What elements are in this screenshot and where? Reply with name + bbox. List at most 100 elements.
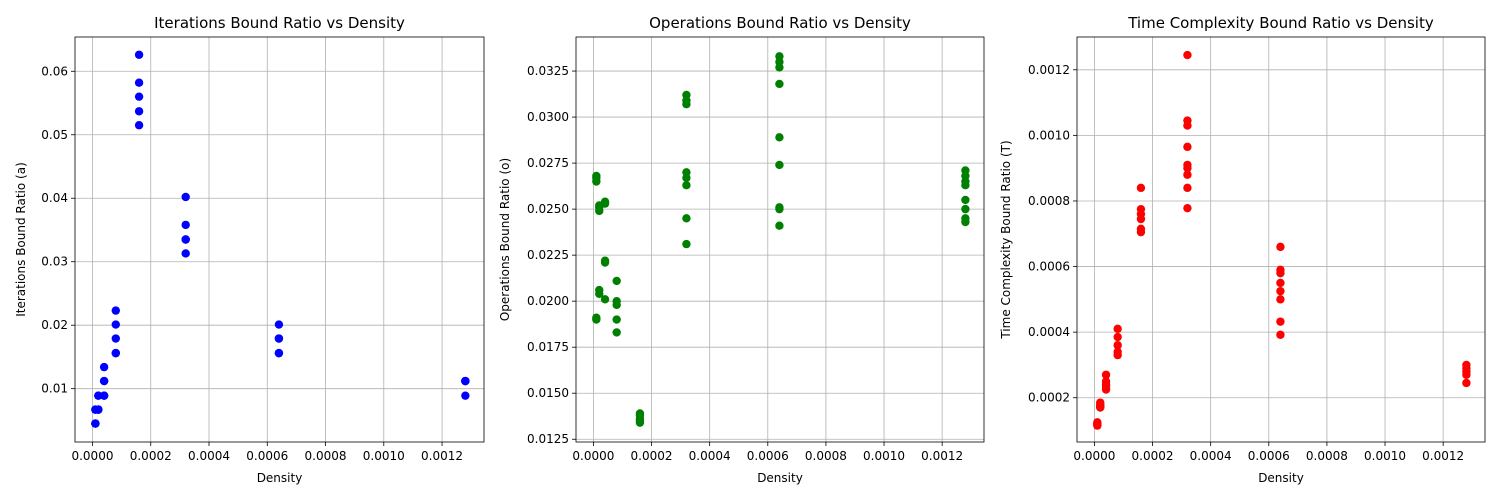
data-point: [94, 391, 103, 400]
data-point: [181, 249, 190, 258]
data-point: [1462, 360, 1471, 370]
chart-title: Operations Bound Ratio vs Density: [649, 14, 911, 32]
data-point: [612, 276, 621, 286]
axes-frame: [74, 36, 485, 443]
data-point: [99, 376, 109, 386]
x-axis-label: Density: [1258, 471, 1304, 485]
data-point: [595, 285, 604, 295]
data-point: [1113, 347, 1122, 357]
data-point: [961, 204, 970, 214]
x-tick-label: 0.0004: [1190, 449, 1232, 463]
y-tick-label: 0.0325: [527, 64, 569, 78]
data-point: [775, 52, 784, 61]
data-point: [592, 313, 601, 322]
y-tick-label: 0.03: [41, 255, 68, 269]
data-point: [775, 203, 784, 212]
y-tick-label: 0.05: [41, 128, 68, 142]
subplot-1: 0.0000 0.0002 0.0004 0.0006 0.0008 0.0010 0.00…: [14, 14, 485, 485]
y-tick-label: 0.04: [41, 191, 68, 205]
x-tick-label: 0.0000: [572, 449, 614, 463]
data-point: [961, 195, 970, 205]
data-point: [600, 197, 610, 206]
data-point: [775, 221, 784, 230]
data-point: [111, 306, 120, 315]
data-point: [1113, 341, 1122, 350]
x-tick-label: 0.0006: [246, 449, 288, 463]
data-point: [134, 121, 144, 130]
data-point: [94, 405, 103, 414]
y-axis-label: Iterations Bound Ratio (a): [14, 162, 28, 317]
x-tick-label: 0.0010: [863, 449, 905, 463]
data-point: [91, 419, 100, 428]
y-tick-label: 0.06: [41, 64, 68, 78]
y-tick-label: 0.0300: [527, 110, 569, 124]
data-point: [775, 160, 784, 170]
x-tick-label: 0.0010: [1364, 449, 1406, 463]
x-tick-label: 0.0012: [921, 449, 963, 463]
data-point: [1101, 380, 1111, 389]
data-point: [682, 180, 691, 190]
y-tick-label: 0.01: [41, 382, 68, 396]
y-tick-label: 0.0175: [527, 340, 569, 354]
y-tick-label: 0.0125: [527, 432, 569, 446]
data-point: [111, 348, 120, 358]
x-tick-label: 0.0002: [1132, 449, 1174, 463]
data-point: [775, 79, 784, 89]
data-point: [1183, 116, 1192, 125]
x-tick-label: 0.0006: [747, 449, 789, 463]
data-point: [600, 295, 610, 304]
x-tick-label: 0.0004: [188, 449, 230, 463]
y-tick-label: 0.0225: [527, 248, 569, 262]
x-tick-label: 0.0008: [1306, 449, 1348, 463]
data-point: [1101, 370, 1111, 379]
y-tick-label: 0.0150: [527, 386, 569, 400]
data-point: [1276, 278, 1285, 288]
data-point: [1093, 419, 1102, 428]
data-point: [181, 192, 190, 202]
x-tick-label: 0.0006: [1248, 449, 1290, 463]
y-axis-label: Time Complexity Bound Ratio (T): [999, 140, 1013, 339]
data-point: [1113, 332, 1122, 342]
data-point: [682, 214, 691, 223]
data-point: [612, 328, 621, 337]
data-point: [592, 171, 601, 181]
data-point: [1183, 160, 1192, 170]
data-point: [134, 107, 144, 116]
chart-title: Time Complexity Bound Ratio vs Density: [1127, 14, 1434, 32]
data-point: [1183, 170, 1192, 179]
y-tick-label: 0.0200: [527, 294, 569, 308]
data-point: [274, 348, 284, 358]
data-point: [274, 320, 284, 329]
x-tick-label: 0.0000: [71, 449, 113, 463]
data-point: [682, 168, 691, 177]
axes-frame: [1076, 36, 1486, 443]
axes-frame: [575, 36, 985, 443]
x-axis-label: Density: [757, 471, 803, 485]
chart-title: Iterations Bound Ratio vs Density: [154, 14, 405, 32]
data-point: [134, 92, 144, 101]
x-tick-label: 0.0002: [130, 449, 172, 463]
data-point: [1276, 295, 1285, 304]
data-point: [612, 315, 621, 324]
data-point: [600, 256, 610, 265]
data-point: [111, 320, 120, 329]
y-tick-label: 0.0006: [1028, 260, 1070, 274]
x-tick-label: 0.0000: [1073, 449, 1115, 463]
y-axis-label: Operations Bound Ratio (o): [498, 158, 512, 321]
y-tick-label: 0.0275: [527, 156, 569, 170]
data-point: [274, 334, 284, 343]
data-point: [961, 214, 970, 223]
x-tick-label: 0.0008: [805, 449, 847, 463]
data-point: [1096, 402, 1105, 412]
subplot-3: 0.0000 0.0002 0.0004 0.0006 0.0008 0.0010 0.00…: [999, 14, 1486, 485]
subplot-2: 0.0000 0.0002 0.0004 0.0006 0.0008 0.0010 0.00…: [498, 14, 985, 485]
y-tick-label: 0.02: [41, 318, 68, 332]
x-axis-label: Density: [257, 471, 303, 485]
data-point: [181, 220, 190, 230]
data-point: [635, 409, 645, 418]
data-point: [1276, 286, 1285, 296]
data-point: [1276, 317, 1285, 326]
y-tick-label: 0.0008: [1028, 194, 1070, 208]
y-tick-label: 0.0010: [1028, 128, 1070, 142]
